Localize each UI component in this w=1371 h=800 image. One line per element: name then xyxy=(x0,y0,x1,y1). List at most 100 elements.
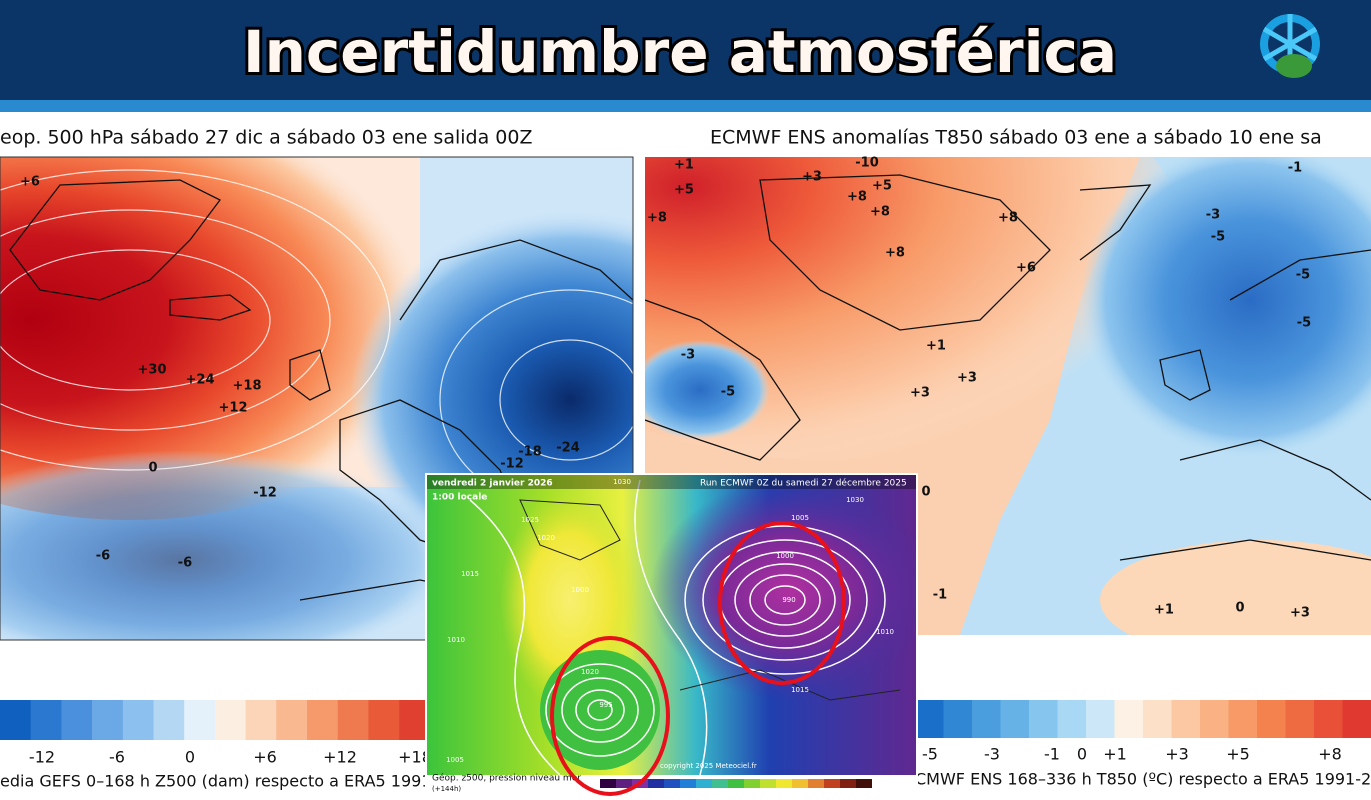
contour-label: 0 xyxy=(1235,601,1244,616)
inset-map xyxy=(427,475,916,775)
contour-label: -18 xyxy=(518,445,542,460)
inset-colorbar-swatch xyxy=(600,779,616,788)
colorbar-swatch xyxy=(307,700,338,740)
contour-label: +3 xyxy=(957,371,977,386)
colorbar-swatch xyxy=(1057,700,1087,738)
left-colorbar-ticks: -12 -6 0 +6 +12 +18 xyxy=(29,748,432,767)
colorbar-tick-label: +6 xyxy=(253,748,277,767)
map-shape xyxy=(469,479,886,775)
logo xyxy=(1260,14,1320,78)
inset-colorbar-swatch xyxy=(824,779,840,788)
contour-label: +8 xyxy=(847,190,867,205)
isobar-label: 1005 xyxy=(446,756,464,764)
left-contour-labels: +6+30+24 +18+120-12-18 -24-12-6 -6 xyxy=(20,175,580,571)
header-stripe xyxy=(0,100,1371,112)
left-map-frame xyxy=(0,156,634,641)
contour-label: +1 xyxy=(926,339,946,354)
colorbar-tick-label: -5 xyxy=(922,745,938,764)
colorbar-swatch xyxy=(1200,700,1229,738)
colorbar-swatch xyxy=(1342,700,1371,738)
inset-copyright: copyright 2025 Meteociel.fr xyxy=(660,762,757,770)
isobar-label: 1005 xyxy=(791,514,809,522)
isobar-label: 995 xyxy=(599,701,612,709)
colorbar-tick-label: +1 xyxy=(1103,745,1127,764)
inset-run: Run ECMWF 0Z du samedi 27 décembre 2025 xyxy=(700,478,907,489)
inset-date: vendredi 2 janvier 2026 xyxy=(432,479,553,489)
inset-legend: Géop. z500, pression niveau mer xyxy=(432,773,581,784)
map-shape xyxy=(545,663,655,757)
left-map-title: eop. 500 hPa sábado 27 dic a sábado 03 e… xyxy=(0,127,532,149)
map-shape xyxy=(499,339,633,461)
colorbar-tick-label: -1 xyxy=(1044,745,1060,764)
map-shape xyxy=(1179,439,1371,501)
colorbar-tick-label: +18 xyxy=(398,748,432,767)
inset-colorbar-swatch xyxy=(680,779,696,788)
colorbar-swatch xyxy=(276,700,308,740)
isobar-label: 1010 xyxy=(876,628,894,636)
contour-label: +3 xyxy=(1290,606,1310,621)
inset-colorbar-swatch xyxy=(648,779,664,788)
contour-label: -6 xyxy=(178,556,192,571)
inset-colorbar-swatch xyxy=(664,779,680,788)
isobar-label: 1025 xyxy=(521,516,539,524)
colorbar-swatch xyxy=(943,700,973,738)
contour-label: -12 xyxy=(253,486,277,501)
colorbar-swatch xyxy=(1143,700,1172,738)
colorbar-tick-label: -6 xyxy=(109,748,125,767)
contour-label: +3 xyxy=(802,170,822,185)
isobar-label: 1020 xyxy=(581,668,599,676)
map-shape xyxy=(1262,26,1318,62)
map-shape xyxy=(540,650,660,770)
inset-colorbar-swatch xyxy=(856,779,872,788)
contour-label: -3 xyxy=(681,348,695,363)
map-shape xyxy=(684,525,886,675)
colorbar-swatch xyxy=(1257,700,1286,738)
contour-label: +8 xyxy=(647,211,667,226)
inset-colorbar-swatch xyxy=(808,779,824,788)
contour-label: +8 xyxy=(998,211,1018,226)
header-bar xyxy=(0,0,1371,100)
map-shape xyxy=(575,689,625,731)
inset-isobar-labels: 1030 1025 1020 1015 1010 1005 1000 995 990 1005 10… xyxy=(446,478,894,764)
contour-label: -10 xyxy=(855,156,879,171)
colorbar-swatch xyxy=(153,700,185,740)
colorbar-swatch xyxy=(122,700,154,740)
map-shape xyxy=(1119,539,1371,561)
inset-colorbar-swatch xyxy=(712,779,728,788)
map-shape xyxy=(702,539,868,661)
colorbar-swatch xyxy=(915,700,944,738)
map-shape xyxy=(1229,249,1371,301)
map-shape xyxy=(289,349,331,401)
right-map-title: ECMWF ENS anomalías T850 sábado 03 ene a… xyxy=(710,127,1322,149)
colorbar-swatch xyxy=(184,700,216,740)
inset-colorbar-swatch xyxy=(744,779,760,788)
isobar-label: 1015 xyxy=(791,686,809,694)
colorbar-tick-label: -3 xyxy=(984,745,1000,764)
colorbar-swatch xyxy=(1086,700,1115,738)
map-shape xyxy=(1079,184,1152,261)
colorbar-swatch xyxy=(0,700,31,740)
contour-label: -1 xyxy=(933,588,947,603)
contour-label: +24 xyxy=(186,373,215,388)
contour-label: -24 xyxy=(556,441,580,456)
isobar-label: 1015 xyxy=(461,570,479,578)
contour-label: +8 xyxy=(885,246,905,261)
contour-label: -12 xyxy=(500,457,524,472)
contour-label: +6 xyxy=(20,175,40,190)
colorbar-swatch xyxy=(1171,700,1201,738)
map-shape xyxy=(764,585,806,615)
inset-colorbar-swatch xyxy=(840,779,856,788)
contour-label: -5 xyxy=(1296,268,1310,283)
colorbar-swatch xyxy=(1029,700,1058,738)
highlight-circle xyxy=(550,636,670,796)
map-shape xyxy=(519,499,901,701)
colorbar-tick-label: +12 xyxy=(323,748,357,767)
colorbar-swatch xyxy=(92,700,124,740)
colorbar-tick-label: 0 xyxy=(185,748,195,767)
colorbar-swatch xyxy=(1285,700,1315,738)
isobar-label: 1030 xyxy=(846,496,864,504)
right-contour-labels: +1 -10+3+5 +5+8+8+8 +8+8+6+1-3-5 +3+3-5-3-1-… xyxy=(647,156,1311,621)
map-shape xyxy=(427,475,916,489)
contour-label: +1 xyxy=(1154,603,1174,618)
right-map-caption: CMWF ENS 168–336 h T850 (ºC) respecto a … xyxy=(915,770,1371,789)
